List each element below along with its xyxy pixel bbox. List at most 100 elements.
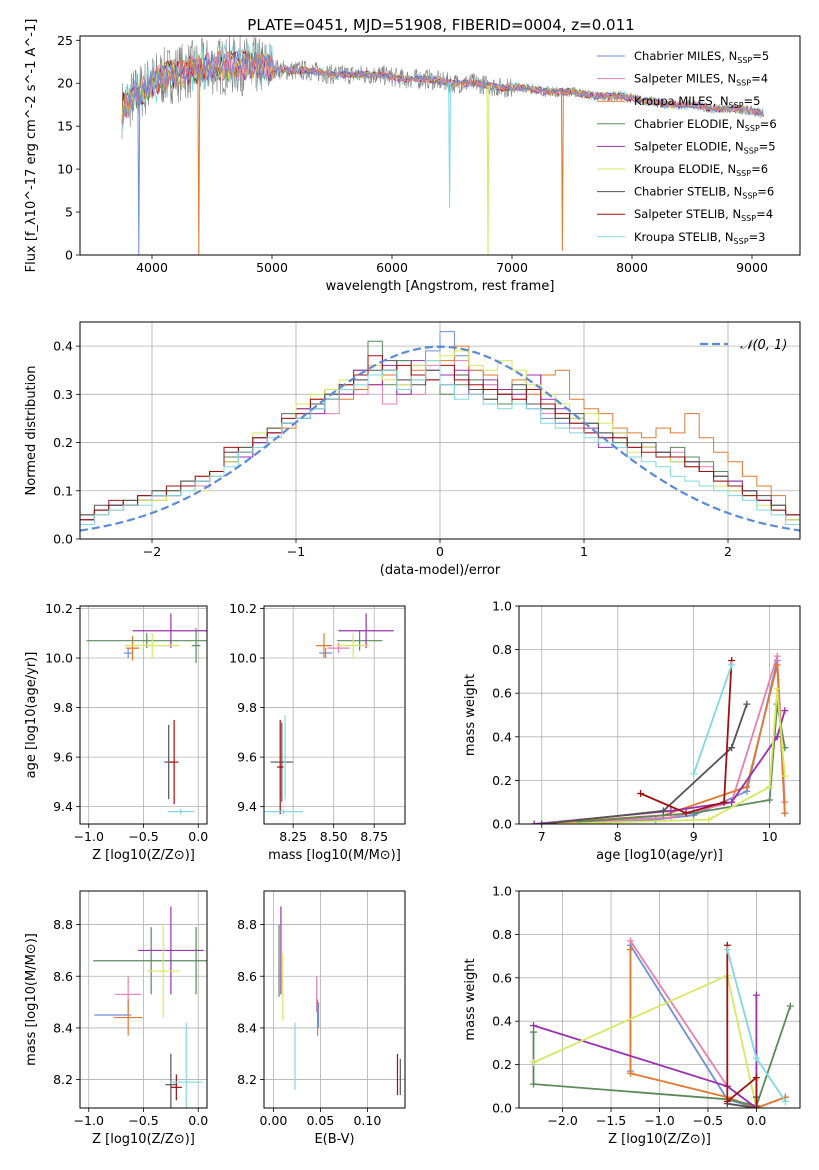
y-axis-label: mass [log10(M/M⊙)]	[24, 933, 39, 1066]
weight-marker	[773, 733, 781, 741]
plot-area	[278, 906, 401, 1096]
legend-label: Kroupa MILES, NSSP=5	[634, 94, 760, 110]
legend-label-eq: =6	[751, 162, 768, 176]
y-tick-label: 8.8	[53, 917, 73, 932]
x-tick-label: 0.0	[188, 1113, 208, 1128]
chart-weight_vs_Z: −2.0 −1.5 −1.0 −0.5 0.0 0.0 0.2 0.4 0.6 0.8 1.0 Z […	[463, 884, 801, 1147]
plot-area	[530, 652, 789, 824]
x-axis-label: age [log10(age/yr)]	[596, 848, 723, 863]
weight-marker	[781, 772, 789, 780]
weight-marker	[786, 1002, 794, 1010]
legend-label-main: Kroupa STELIB, N	[634, 230, 734, 244]
x-axis-label: E(B-V)	[314, 1132, 354, 1147]
x-axis-label: mass [log10(M/M⊙)]	[268, 848, 401, 863]
x-tick-label: 8.50	[320, 829, 348, 844]
y-tick-label: 0.6	[492, 686, 512, 701]
y-tick-label: 0.2	[492, 773, 512, 788]
weight-line-6	[541, 703, 748, 824]
y-tick-label: 10.2	[229, 601, 257, 616]
y-tick-label: 0.2	[53, 435, 73, 450]
x-tick-label: −0.5	[128, 829, 158, 844]
weight-line-0	[541, 660, 786, 824]
y-tick-label: 1.0	[492, 884, 512, 899]
weight-marker	[781, 809, 789, 817]
x-tick-label: −2.0	[547, 1113, 577, 1128]
legend-label-eq: =6	[760, 117, 777, 131]
y-axis-label: age [log10(age/yr)]	[24, 652, 39, 779]
legend-label: 𝒩(0, 1)	[740, 338, 787, 353]
y-axis-label: Flux [f_λ10^-17 erg cm^-2 s^-1 A^-1]	[24, 19, 39, 273]
weight-marker	[752, 991, 760, 999]
x-tick-label: 7000	[496, 260, 528, 275]
axes-frame	[518, 605, 801, 825]
absorption-dip	[448, 82, 452, 208]
legend-label-main: Salpeter STELIB, N	[634, 207, 741, 221]
x-tick-label: −1.0	[74, 829, 104, 844]
x-tick-label: −1.5	[596, 1113, 626, 1128]
x-axis-label: Z [log10(Z/Z⊙)]	[608, 1132, 711, 1147]
x-tick-label: 2	[724, 544, 732, 559]
weight-line-8	[692, 664, 733, 775]
weight-marker	[667, 807, 675, 815]
chart-mass_vs_ebv: 0.00 0.05 0.10 8.2 8.4 8.6 8.8 E(B-V)	[237, 890, 406, 1147]
x-axis-label: wavelength [Angstrom, rest frame]	[326, 279, 555, 294]
legend-label-eq: =6	[757, 185, 774, 199]
x-tick-label: 4000	[136, 260, 168, 275]
legend-label-sub: SSP	[737, 56, 752, 65]
weight-marker	[690, 770, 698, 778]
x-tick-label: 8000	[616, 260, 648, 275]
weight-line-7	[726, 945, 758, 1108]
absorption-dip	[137, 92, 141, 255]
absorption-dip	[486, 85, 490, 255]
weight-marker	[773, 652, 781, 660]
y-tick-label: 9.8	[237, 700, 257, 715]
y-tick-label: 0.4	[53, 339, 73, 354]
legend-label: Salpeter MILES, NSSP=4	[634, 72, 768, 88]
x-tick-label: 8.75	[360, 829, 388, 844]
plot-area	[80, 331, 800, 532]
legend-label-main: Salpeter MILES, N	[634, 72, 736, 86]
y-tick-label: 0.0	[492, 817, 512, 832]
weight-marker	[637, 789, 645, 797]
legend-label: Salpeter ELODIE, NSSP=5	[634, 139, 776, 155]
y-tick-label: 0.3	[53, 387, 73, 402]
weight-marker	[720, 798, 728, 806]
weight-marker	[538, 820, 546, 824]
weight-marker	[530, 1058, 538, 1066]
x-tick-label: 8	[614, 829, 622, 844]
y-tick-label: 8.8	[237, 917, 257, 932]
y-tick-label: 1.0	[492, 599, 512, 614]
y-tick-label: 10.2	[45, 601, 73, 616]
y-tick-label: 8.4	[237, 1020, 257, 1035]
legend-label-eq: =5	[752, 49, 769, 63]
y-tick-label: 8.2	[53, 1072, 73, 1087]
x-tick-label: 0.00	[259, 1113, 287, 1128]
weight-marker	[728, 744, 736, 752]
legend-label-main: Salpeter ELODIE, N	[634, 139, 744, 153]
x-tick-label: 1	[580, 544, 588, 559]
legend-label-sub: SSP	[734, 237, 749, 246]
y-tick-label: 10	[57, 162, 73, 177]
legend-label-main: Kroupa ELODIE, N	[634, 162, 736, 176]
chart-weight_vs_age: 7 8 9 10 0.0 0.2 0.4 0.6 0.8 1.0 age [log10(age/yr…	[463, 599, 801, 863]
chart-mass_vs_Z: −1.0 −0.5 0.0 8.2 8.4 8.6 8.8 Z [log10(Z/Z⊙)] ma…	[24, 890, 208, 1147]
y-tick-label: 9.8	[53, 700, 73, 715]
legend-label-sub: SSP	[736, 169, 751, 178]
weight-line-4	[533, 995, 758, 1108]
y-tick-label: 0.6	[492, 970, 512, 985]
y-tick-label: 0.1	[53, 483, 73, 498]
axes-frame	[263, 890, 406, 1109]
weight-marker	[723, 1097, 731, 1105]
weight-marker	[705, 816, 713, 824]
legend-label-main: Chabrier STELIB, N	[634, 185, 742, 199]
weight-marker	[682, 809, 690, 817]
legend-label: Chabrier MILES, NSSP=5	[634, 49, 769, 65]
axes-frame	[79, 321, 801, 540]
model-spectrum-0	[121, 51, 764, 125]
axes-frame	[79, 890, 208, 1109]
absorption-dip	[560, 91, 564, 251]
gaussian-curve	[80, 345, 800, 532]
chart-residuals: −2 −1 0 1 2 0.0 0.1 0.2 0.3 0.4 (data-model)/error…	[24, 321, 801, 578]
y-axis-label: mass weight	[463, 674, 478, 756]
